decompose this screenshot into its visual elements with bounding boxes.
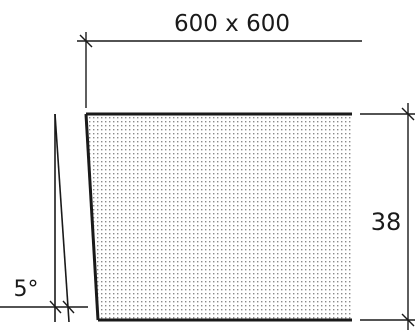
panel-body xyxy=(86,114,352,320)
panel-tapered-edge xyxy=(84,113,100,321)
size-label: 600 x 600 xyxy=(174,11,290,37)
taper-tick-left xyxy=(49,300,62,314)
taper-angled-line xyxy=(54,113,70,323)
thickness-label: 38 xyxy=(371,208,402,236)
thickness-dimension: 38 xyxy=(360,103,415,330)
thickness-tick-bottom xyxy=(401,313,415,327)
size-dimension: 600 x 600 xyxy=(77,11,362,108)
taper-angle: 5° xyxy=(0,113,88,323)
taper-label: 5° xyxy=(14,277,39,302)
size-tick xyxy=(79,34,93,48)
taper-tick-right xyxy=(62,300,75,314)
thickness-tick-top xyxy=(401,107,415,121)
panel-side-view xyxy=(84,112,352,322)
